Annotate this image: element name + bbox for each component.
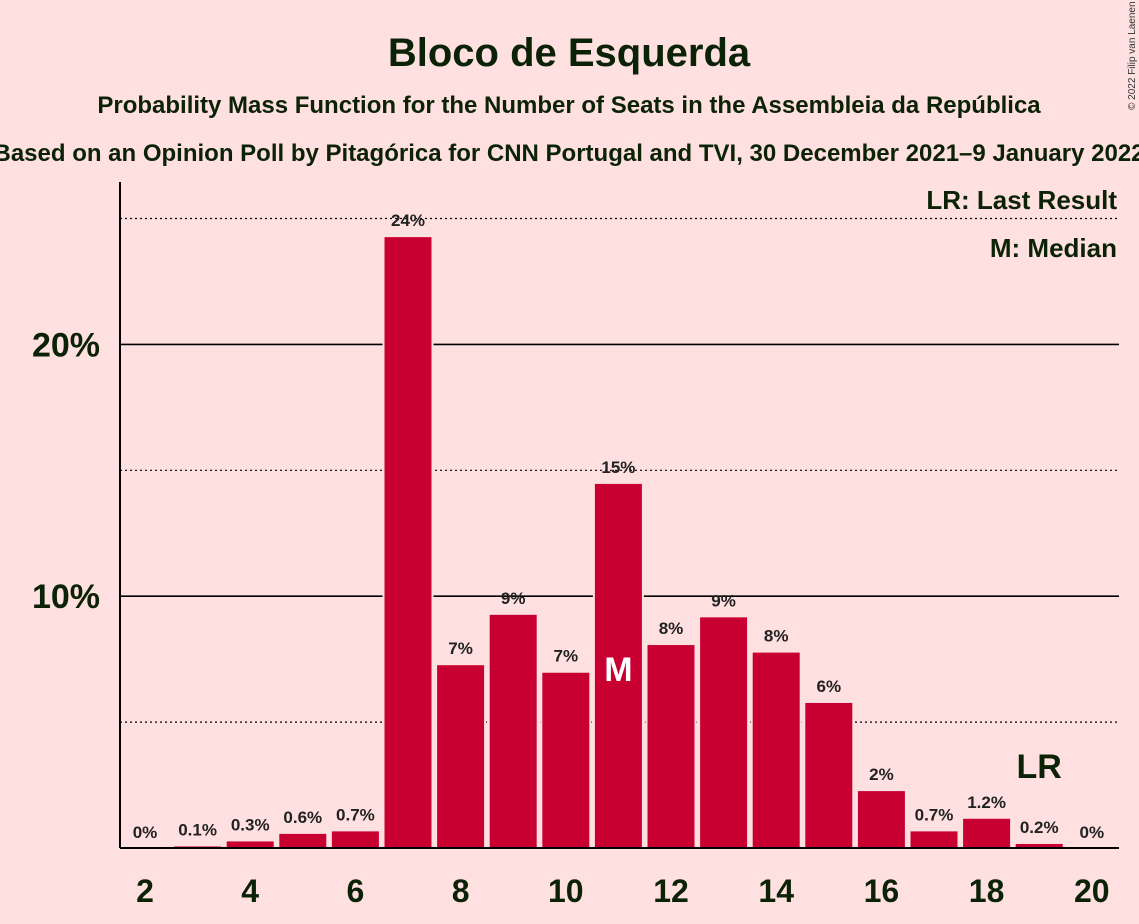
bar — [435, 663, 487, 849]
legend-median: M: Median — [990, 233, 1117, 263]
data-label: 1.2% — [967, 793, 1006, 812]
axes: 10% 20% 2 4 6 8 10 12 14 16 18 20 — [32, 182, 1119, 909]
bar — [698, 615, 750, 849]
data-label: 0.7% — [915, 805, 954, 824]
x-tick-label: 16 — [864, 873, 900, 909]
copyright-notice: © 2022 Filip van Laenen — [1127, 1, 1138, 110]
x-tick-label: 6 — [347, 873, 365, 909]
x-tick-label: 4 — [241, 873, 259, 909]
bar — [592, 481, 644, 849]
y-tick-label: 20% — [32, 326, 100, 364]
x-tick-label: 12 — [653, 873, 689, 909]
chart-subtitle: Probability Mass Function for the Number… — [97, 92, 1041, 119]
data-label: 7% — [554, 647, 579, 666]
legend-last-result: LR: Last Result — [926, 185, 1117, 215]
bar — [855, 789, 907, 849]
x-tick-label: 2 — [136, 873, 154, 909]
data-label: 15% — [601, 458, 635, 477]
x-tick-label: 20 — [1074, 873, 1110, 909]
chart-title: Bloco de Esquerda — [388, 31, 751, 75]
chart-subtitle-source: Based on an Opinion Poll by Pitagórica f… — [0, 140, 1139, 167]
bars — [172, 235, 1065, 850]
data-label: 7% — [448, 639, 473, 658]
data-label: 0% — [133, 823, 158, 842]
data-label: 8% — [659, 619, 684, 638]
bar — [961, 816, 1013, 849]
data-label: 24% — [391, 211, 425, 230]
x-tick-label: 8 — [452, 873, 470, 909]
x-tick-label: 10 — [548, 873, 584, 909]
bar — [645, 643, 697, 849]
bar — [224, 839, 276, 849]
bar — [803, 700, 855, 849]
bar — [277, 831, 329, 850]
data-labels: 0% 0.1% 0.3% 0.6% 0.7% 24% 7% 9% 7% 15% 8% 9% 8% 6% 2%… — [133, 211, 1104, 842]
data-label: 0.3% — [231, 815, 270, 834]
data-label: 2% — [869, 765, 894, 784]
data-label: 9% — [501, 589, 526, 608]
y-tick-label: 10% — [32, 578, 100, 616]
data-label: 0.2% — [1020, 818, 1059, 837]
bar — [750, 650, 802, 850]
median-marker: M — [604, 651, 632, 689]
data-label: 6% — [817, 677, 842, 696]
data-label: 0.7% — [336, 805, 375, 824]
data-label: 0.1% — [178, 820, 217, 839]
x-tick-label: 18 — [969, 873, 1005, 909]
data-label: 9% — [711, 591, 736, 610]
bar — [382, 235, 434, 850]
x-tick-label: 14 — [758, 873, 794, 909]
data-label: 8% — [764, 627, 789, 646]
data-label: 0% — [1080, 823, 1105, 842]
bar — [329, 829, 381, 850]
bar — [540, 670, 592, 849]
bar — [487, 612, 539, 849]
bar — [908, 829, 960, 850]
markers: M LR — [604, 651, 1062, 786]
data-label: 0.6% — [283, 808, 322, 827]
last-result-marker: LR — [1017, 748, 1062, 786]
